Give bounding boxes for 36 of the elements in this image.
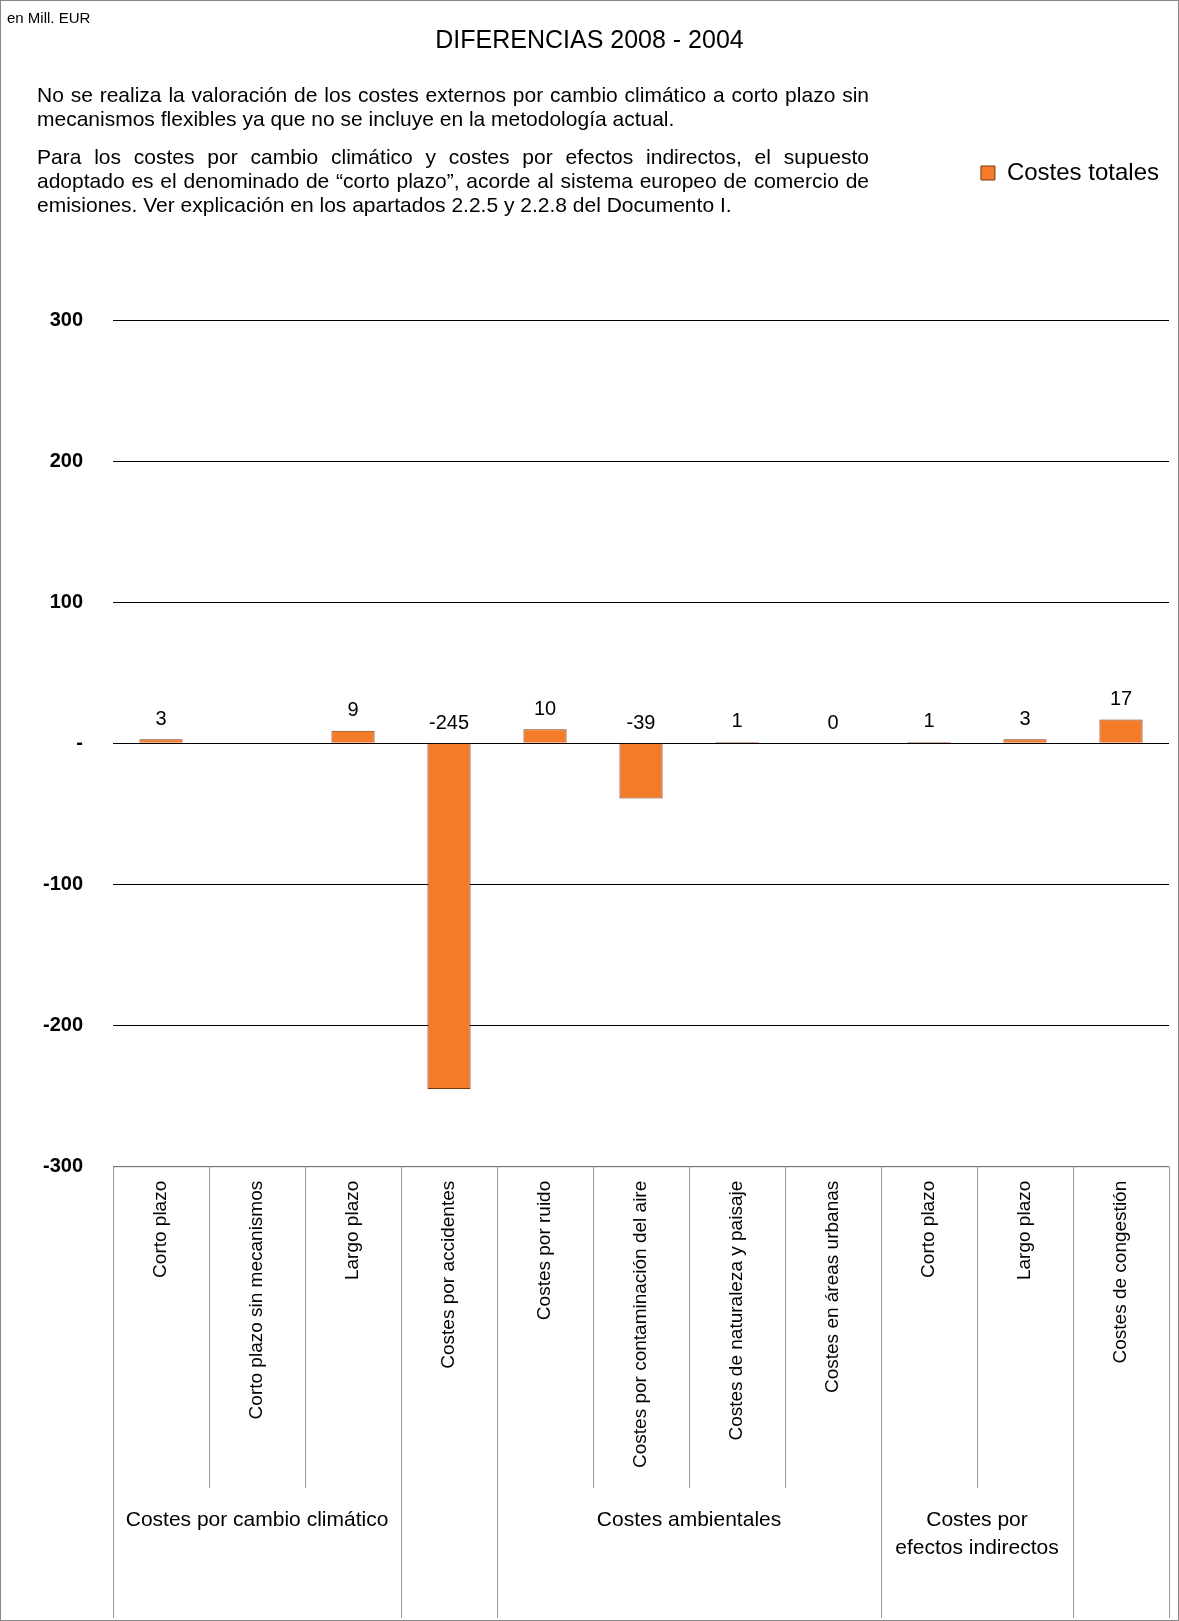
x-tick-label: Costes por accidentes xyxy=(437,1180,459,1369)
data-label: 1 xyxy=(923,709,935,732)
y-tick-label: 100 xyxy=(49,589,84,612)
x-tick-label: Largo plazo xyxy=(341,1180,363,1281)
y-tick-label: 300 xyxy=(49,307,84,330)
data-label: 3 xyxy=(1019,706,1031,729)
x-tick-label: Costes de naturaleza y paisaje xyxy=(725,1180,747,1441)
data-label: 0 xyxy=(827,710,839,733)
text: Costes ambientales xyxy=(596,1507,782,1531)
x-tick-label: Largo plazo xyxy=(1013,1180,1035,1281)
x-tick-label: Costes en áreas urbanas xyxy=(821,1180,843,1394)
text: Costes por efectos indirectos xyxy=(895,1507,1059,1559)
data-label: 1 xyxy=(731,709,743,732)
chart-title: DIFERENCIAS 2008 - 2004 xyxy=(434,25,745,54)
x-tick-label: Corto plazo xyxy=(917,1180,939,1278)
x-tick-label: Costes por contaminación del aire xyxy=(629,1180,651,1468)
text: Para los costes por cambio climático y costes por efectos indirectos, el supuesto adoptado es el denominado de “corto plazo”, acorde al sistema europeo de comercio de emisiones. Ver explicación en los apartados 2.2.5 y 2.2.8 del Documento I. xyxy=(37,145,869,217)
y-tick-label: -300 xyxy=(43,1154,84,1177)
data-label: 10 xyxy=(533,696,557,719)
data-label: 17 xyxy=(1109,686,1133,709)
data-label: -39 xyxy=(626,710,656,733)
y-tick-label: 200 xyxy=(49,448,84,471)
text: Costes por cambio climático xyxy=(125,1507,389,1531)
data-label: 3 xyxy=(155,706,167,729)
text: en Mill. EUR xyxy=(7,9,91,26)
data-label: -245 xyxy=(429,710,470,733)
legend-label: Costes totales xyxy=(1006,157,1159,185)
x-tick-label: Costes de congestión xyxy=(1109,1180,1131,1364)
y-tick-label: -200 xyxy=(43,1013,84,1036)
x-tick-label: Costes por ruido xyxy=(533,1180,555,1321)
y-tick-label: -100 xyxy=(43,872,84,895)
text: No se realiza la valoración de los costes externos por cambio climático a corto plazo sin mecanismos flexibles ya que no se incluye en la metodología actual. xyxy=(37,83,869,131)
data-label: 9 xyxy=(347,698,359,721)
y-tick-label: - xyxy=(76,730,84,753)
x-tick-label: Corto plazo xyxy=(149,1180,171,1278)
x-tick-label: Corto plazo sin mecanismos xyxy=(245,1180,267,1420)
